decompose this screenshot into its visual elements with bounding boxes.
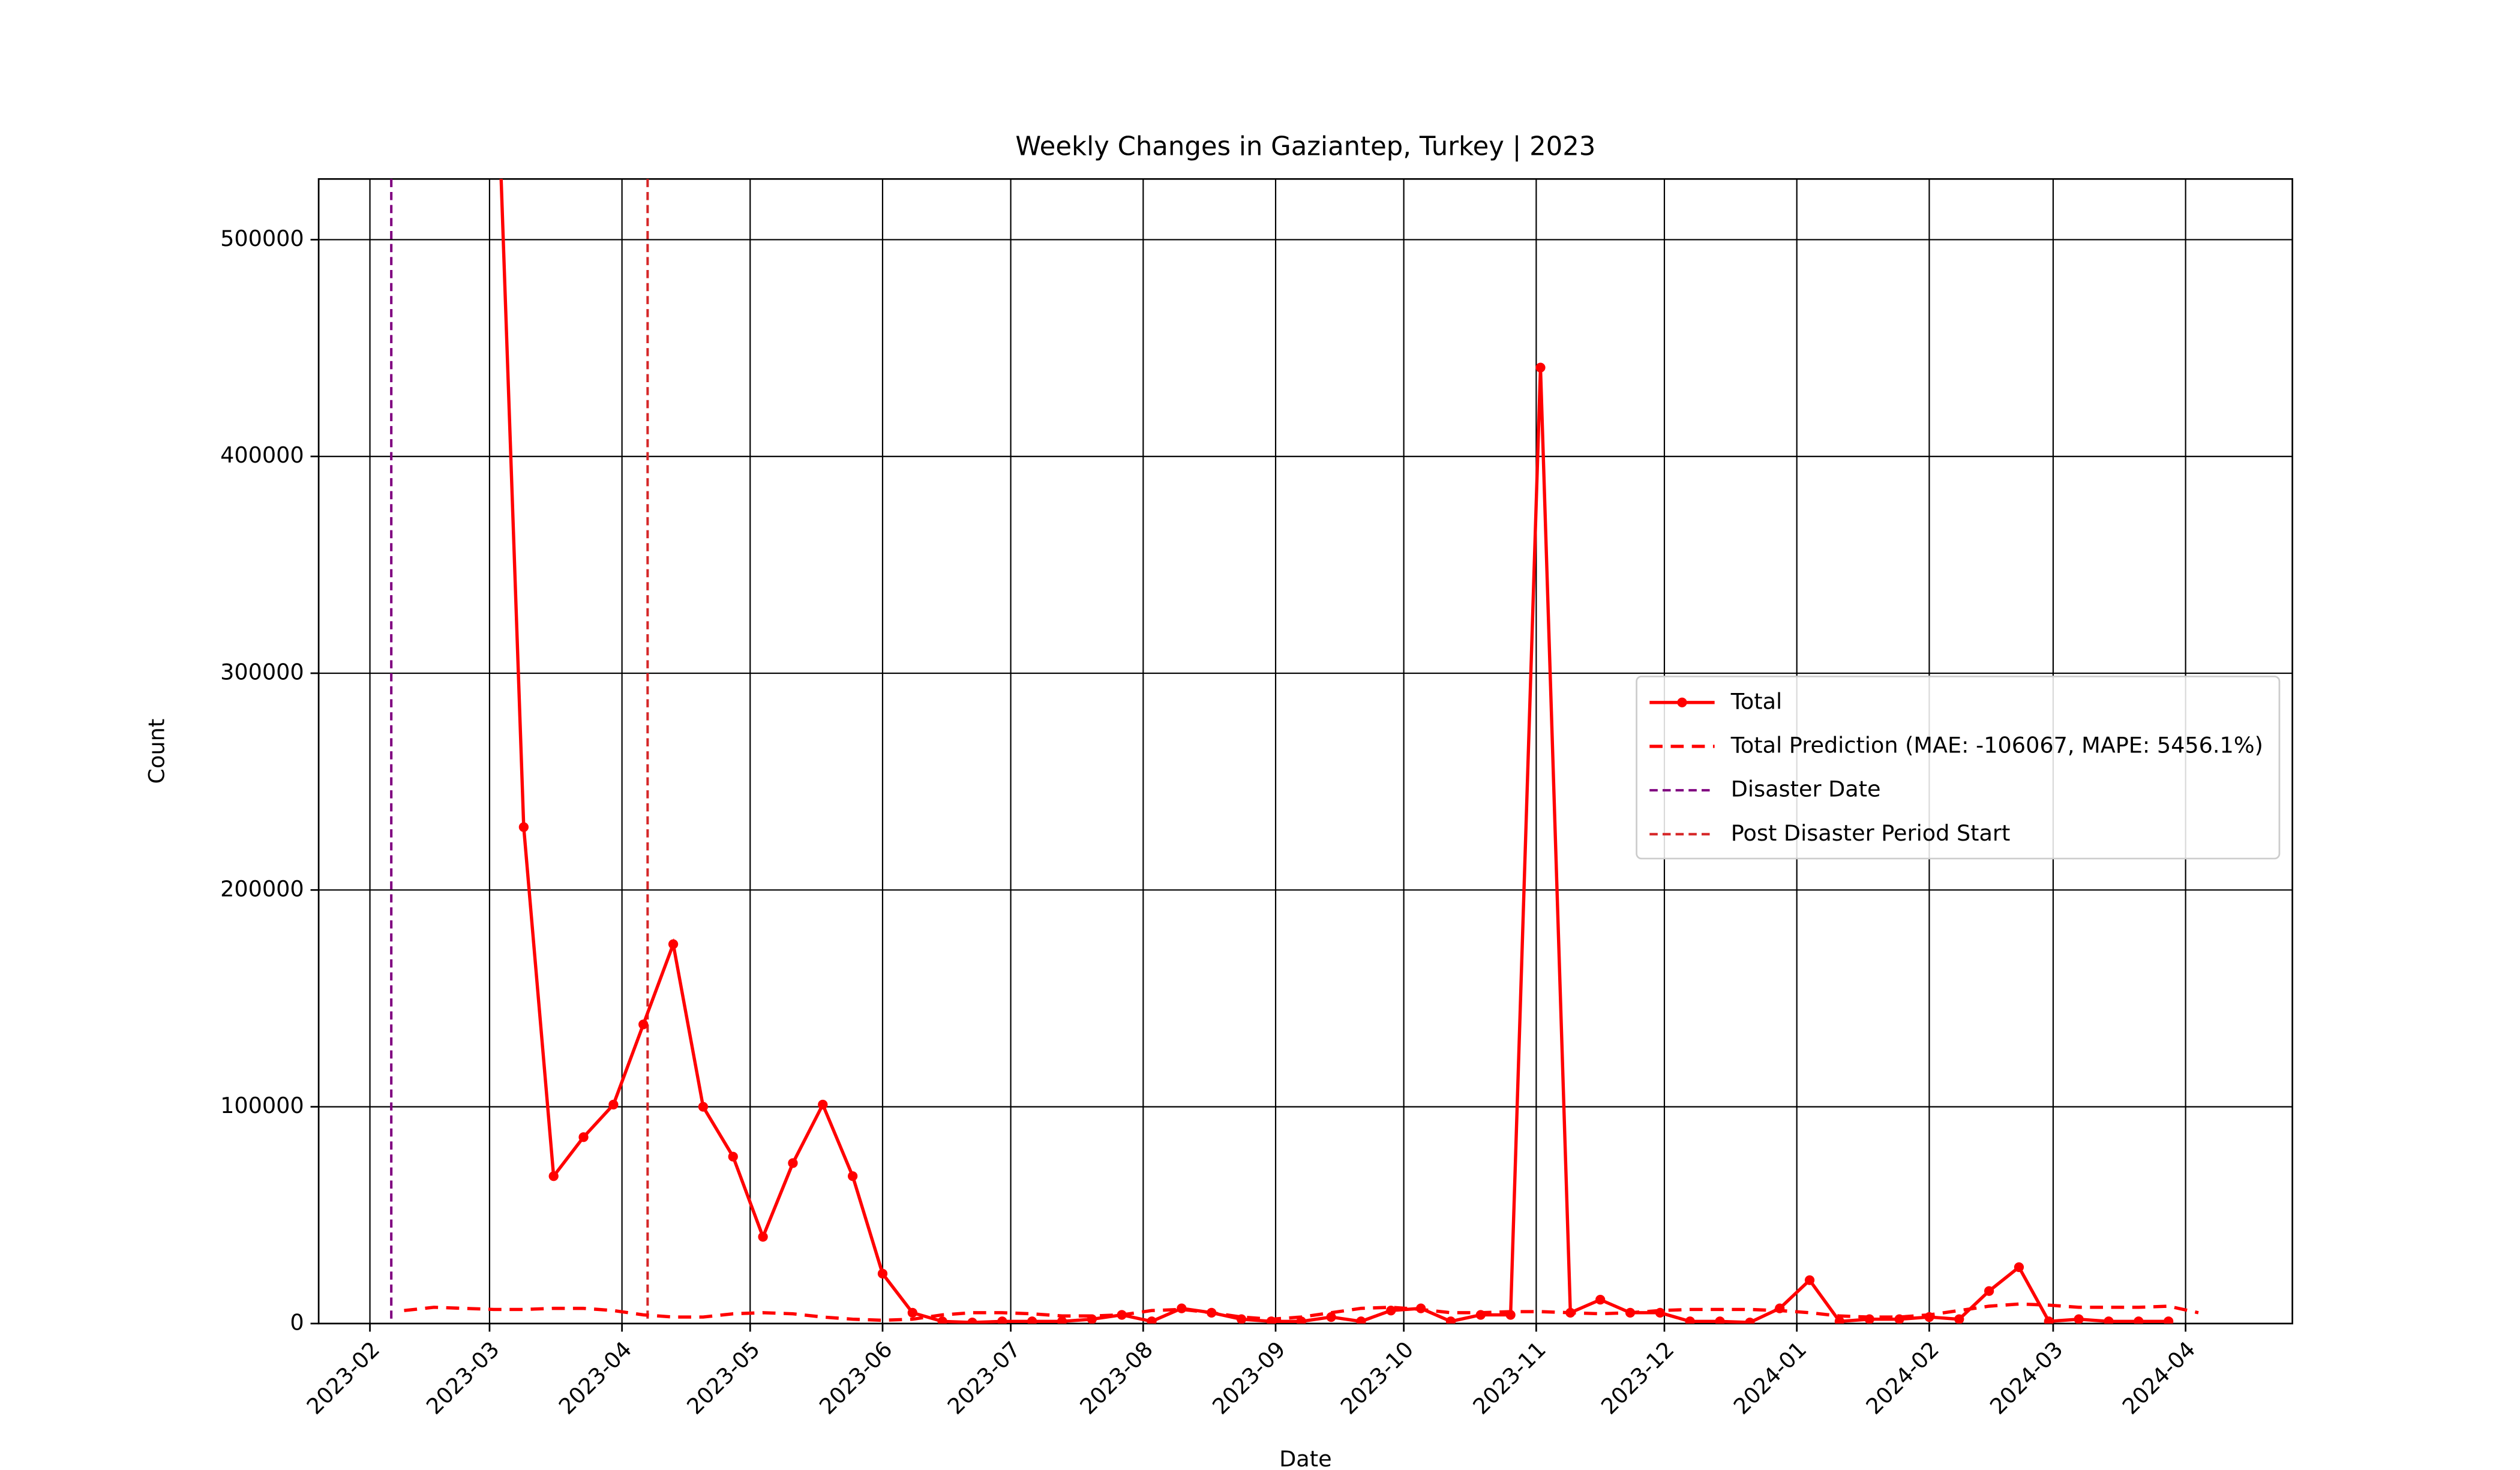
y-tick-label: 500000 — [220, 226, 304, 251]
x-tick-label: 2023-03 — [421, 1336, 504, 1419]
legend-box — [1636, 676, 2281, 860]
x-tick-label: 2023-08 — [1075, 1336, 1157, 1419]
data-point — [1356, 1316, 1366, 1324]
data-point — [518, 822, 529, 832]
data-point — [1027, 1316, 1037, 1324]
data-point — [1236, 1314, 1247, 1324]
data-point — [967, 1317, 977, 1324]
data-point — [847, 1171, 858, 1181]
data-point — [668, 939, 679, 949]
data-point — [2134, 1316, 2144, 1324]
data-point — [2044, 1316, 2054, 1324]
y-tick-label: 400000 — [220, 442, 304, 468]
x-tick-label: 2023-05 — [682, 1336, 764, 1419]
data-point — [2164, 1316, 2174, 1324]
y-tick-label: 200000 — [220, 876, 304, 902]
data-point — [1954, 1314, 1964, 1324]
x-tick-label: 2023-07 — [943, 1336, 1025, 1419]
data-point — [1685, 1316, 1695, 1324]
data-point — [1535, 362, 1546, 373]
data-point — [608, 1099, 619, 1110]
plot-frame — [317, 178, 2293, 1325]
y-tick-label: 100000 — [220, 1093, 304, 1118]
data-point — [788, 1158, 798, 1168]
data-point — [1595, 1295, 1606, 1305]
data-point — [997, 1316, 1007, 1324]
data-point — [2014, 1262, 2024, 1273]
data-point — [1745, 1317, 1755, 1324]
data-point — [877, 1268, 888, 1279]
x-tick-label: 2023-09 — [1207, 1336, 1290, 1419]
x-tick-label: 2024-01 — [1729, 1336, 1811, 1419]
x-tick-label: 2023-10 — [1336, 1336, 1418, 1419]
series-line — [499, 179, 2169, 1324]
legend-label: Total — [1730, 688, 1782, 714]
chart-title: Weekly Changes in Gaziantep, Turkey | 20… — [1015, 131, 1595, 161]
data-point — [638, 1019, 649, 1030]
legend-marker — [1677, 697, 1687, 707]
series-line — [404, 1302, 2199, 1322]
y-tick-label: 0 — [290, 1309, 304, 1335]
y-axis-label: Count — [143, 719, 169, 784]
x-tick-label: 2024-02 — [1861, 1336, 1944, 1419]
data-point — [937, 1316, 947, 1324]
data-point — [1984, 1286, 1994, 1296]
x-tick-label: 2023-04 — [554, 1336, 637, 1419]
data-point — [1804, 1275, 1815, 1285]
x-tick-label: 2023-02 — [302, 1336, 385, 1419]
x-tick-label: 2023-11 — [1468, 1336, 1551, 1419]
data-point — [1715, 1316, 1725, 1324]
x-axis-label: Date — [1279, 1446, 1331, 1470]
data-point — [818, 1099, 828, 1110]
data-point — [1057, 1316, 1067, 1324]
plot-area — [390, 179, 2199, 1324]
legend-label: Disaster Date — [1731, 776, 1881, 802]
legend-label: Total Prediction (MAE: -106067, MAPE: 54… — [1730, 732, 2263, 758]
legend-label: Post Disaster Period Start — [1731, 820, 2011, 846]
legend: Total Total Prediction (MAE: -106067, MAP… — [1636, 676, 2281, 860]
data-point — [1386, 1306, 1396, 1316]
data-point — [1834, 1316, 1845, 1324]
data-point — [728, 1151, 738, 1162]
data-point — [2074, 1314, 2084, 1324]
data-point — [1445, 1316, 1456, 1324]
x-tick-label: 2023-06 — [814, 1336, 897, 1419]
x-tick-label: 2024-03 — [1985, 1336, 2068, 1419]
data-point — [1326, 1312, 1336, 1322]
data-point — [698, 1102, 709, 1112]
x-tick-label: 2023-12 — [1596, 1336, 1679, 1419]
data-point — [578, 1132, 589, 1142]
data-point — [548, 1171, 559, 1181]
data-point — [2104, 1316, 2114, 1324]
x-tick-label: 2024-04 — [2117, 1336, 2200, 1419]
data-point — [1147, 1316, 1157, 1324]
data-point — [907, 1307, 917, 1318]
y-tick-label: 300000 — [220, 659, 304, 685]
data-point — [758, 1232, 768, 1242]
